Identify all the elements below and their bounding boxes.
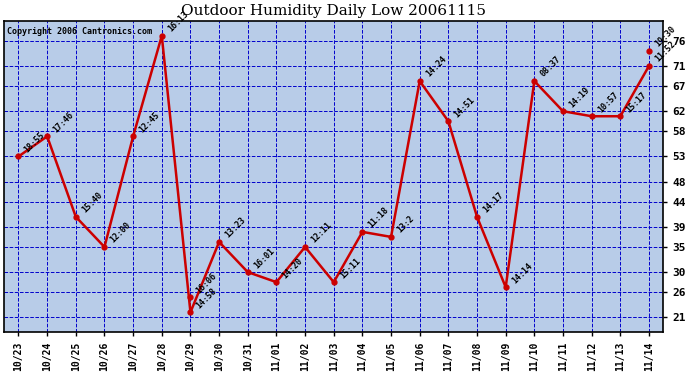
Text: 13:2: 13:2 bbox=[395, 214, 416, 235]
Text: 11:52: 11:52 bbox=[653, 40, 677, 64]
Text: 16:13: 16:13 bbox=[166, 10, 190, 34]
Text: 15:17: 15:17 bbox=[624, 90, 649, 114]
Text: 10:57: 10:57 bbox=[596, 90, 620, 114]
Text: 14:19: 14:19 bbox=[567, 85, 591, 109]
Title: Outdoor Humidity Daily Low 20061115: Outdoor Humidity Daily Low 20061115 bbox=[181, 4, 486, 18]
Text: 15:11: 15:11 bbox=[338, 256, 362, 280]
Text: 18:55: 18:55 bbox=[23, 130, 47, 154]
Text: 14:14: 14:14 bbox=[510, 261, 534, 285]
Text: 19:30: 19:30 bbox=[653, 25, 677, 49]
Text: 12:11: 12:11 bbox=[309, 221, 333, 245]
Text: 16:06: 16:06 bbox=[195, 271, 219, 295]
Text: 14:17: 14:17 bbox=[481, 190, 505, 214]
Text: 12:00: 12:00 bbox=[108, 221, 132, 245]
Text: 17:46: 17:46 bbox=[51, 110, 75, 134]
Text: 12:45: 12:45 bbox=[137, 110, 161, 134]
Text: 11:18: 11:18 bbox=[366, 206, 391, 230]
Text: 15:40: 15:40 bbox=[80, 190, 104, 214]
Text: 14:24: 14:24 bbox=[424, 55, 448, 79]
Text: 08:37: 08:37 bbox=[538, 55, 562, 79]
Text: Copyright 2006 Cantronics.com: Copyright 2006 Cantronics.com bbox=[8, 27, 152, 36]
Text: 14:51: 14:51 bbox=[453, 95, 477, 119]
Text: 14:58: 14:58 bbox=[195, 286, 219, 310]
Text: 13:23: 13:23 bbox=[224, 216, 247, 240]
Text: 14:20: 14:20 bbox=[281, 256, 304, 280]
Text: 16:01: 16:01 bbox=[252, 246, 276, 270]
